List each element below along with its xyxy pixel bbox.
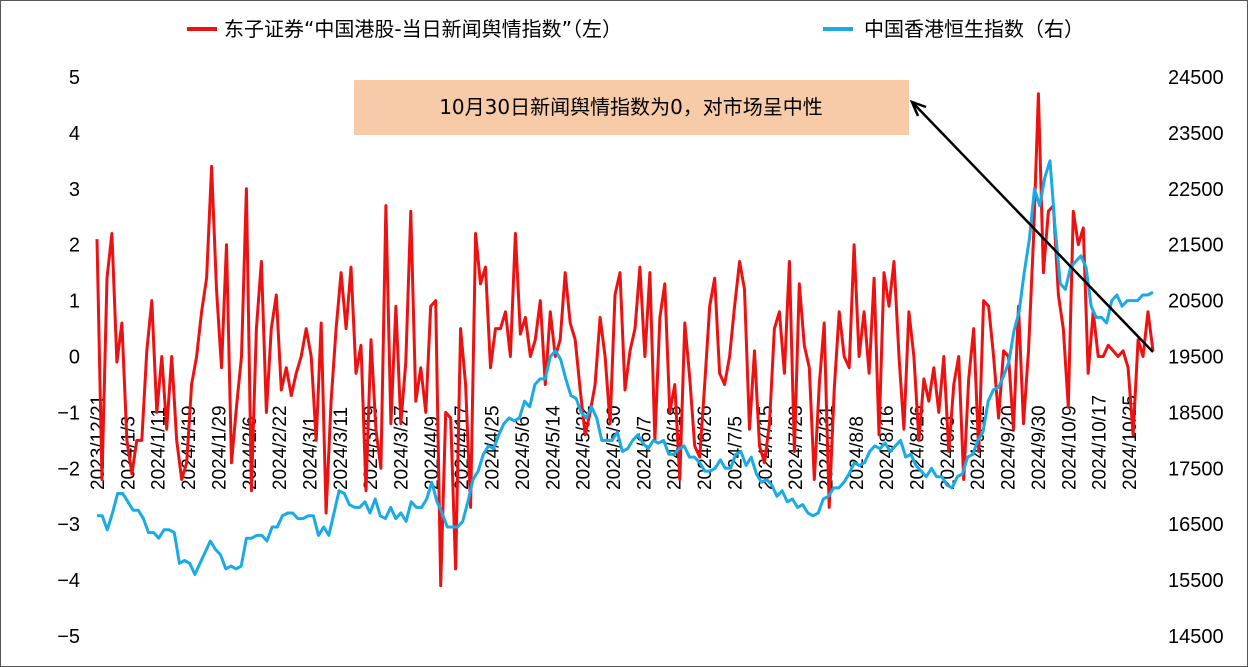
y-right-tick-label: 24500	[1168, 67, 1224, 89]
x-tick-label: 2024/10/9	[1059, 405, 1080, 490]
y-right-tick-label: 21500	[1168, 235, 1224, 257]
y-right-tick-label: 16500	[1168, 514, 1224, 536]
y-right-tick-label: 15500	[1168, 570, 1224, 592]
y-left-tick-label: 2	[69, 235, 80, 257]
x-tick-label: 2024/10/25	[1120, 395, 1141, 490]
legend-label-hsi: 中国香港恒生指数（右）	[864, 17, 1084, 41]
y-left-tick-label: 1	[69, 291, 80, 313]
x-tick-label: 2024/5/22	[574, 405, 595, 490]
x-tick-label: 2024/9/20	[999, 405, 1020, 490]
y-left-tick-label: −2	[57, 458, 80, 480]
y-right-tick-label: 19500	[1168, 347, 1224, 369]
x-tick-label: 2024/5/14	[543, 405, 564, 490]
y-right-tick-label: 22500	[1168, 179, 1224, 201]
y-axis-right: 24500 23500 22500 21500 20500 19500 18500 17500…	[1168, 67, 1224, 648]
x-tick-label: 2024/6/7	[634, 416, 655, 490]
x-tick-label: 2024/3/1	[300, 416, 321, 490]
annotation-arrow-head	[909, 99, 927, 117]
y-left-tick-label: −5	[57, 626, 80, 648]
x-tick-label: 2023/12/21	[88, 395, 109, 490]
y-right-tick-label: 18500	[1168, 402, 1224, 424]
annotation-arrow	[913, 103, 1154, 353]
series-line-sentiment	[95, 92, 1155, 588]
y-left-tick-label: 3	[69, 179, 80, 201]
y-axis-left: 5 4 3 2 1 0 −1 −2 −3 −4 −5	[57, 67, 80, 648]
y-left-tick-label: −4	[57, 570, 80, 592]
x-tick-label: 2024/7/23	[786, 405, 807, 490]
plot-area	[95, 92, 1155, 588]
x-tick-label: 2024/1/11	[149, 407, 170, 490]
x-tick-label: 2024/5/6	[513, 416, 534, 490]
y-left-tick-label: −1	[57, 402, 80, 424]
y-right-tick-label: 14500	[1168, 626, 1224, 648]
legend-label-sentiment: 东子证券“中国港股-当日新闻舆情指数”（左）	[224, 17, 622, 41]
y-left-tick-label: 0	[69, 347, 80, 369]
x-tick-label: 2024/10/17	[1090, 395, 1111, 490]
y-right-tick-label: 20500	[1168, 291, 1224, 313]
x-tick-label: 2024/5/30	[604, 405, 625, 490]
annotation: 10月30日新闻舆情指数为0，对市场呈中性	[354, 80, 1154, 353]
y-left-tick-label: 5	[69, 67, 80, 89]
y-right-tick-label: 23500	[1168, 123, 1224, 145]
y-left-tick-label: −3	[57, 514, 80, 536]
x-tick-label: 2024/3/27	[392, 405, 413, 490]
x-tick-label: 2024/6/26	[695, 405, 716, 490]
x-tick-label: 2024/8/26	[908, 405, 929, 490]
series-line-hsi	[97, 159, 1154, 576]
x-tick-label: 2024/1/29	[209, 405, 230, 490]
x-tick-label: 2024/9/3	[938, 416, 959, 490]
annotation-box	[354, 80, 909, 135]
y-right-tick-label: 17500	[1168, 458, 1224, 480]
x-tick-label: 2024/9/30	[1029, 405, 1050, 490]
x-tick-label: 2024/3/11	[331, 407, 352, 490]
legend: 东子证券“中国港股-当日新闻舆情指数”（左） 中国香港恒生指数（右）	[187, 17, 1084, 41]
x-tick-label: 2024/8/8	[847, 416, 868, 490]
x-tick-label: 2024/2/22	[270, 405, 291, 490]
annotation-text: 10月30日新闻舆情指数为0，对市场呈中性	[439, 95, 823, 119]
y-left-tick-label: 4	[69, 123, 80, 145]
